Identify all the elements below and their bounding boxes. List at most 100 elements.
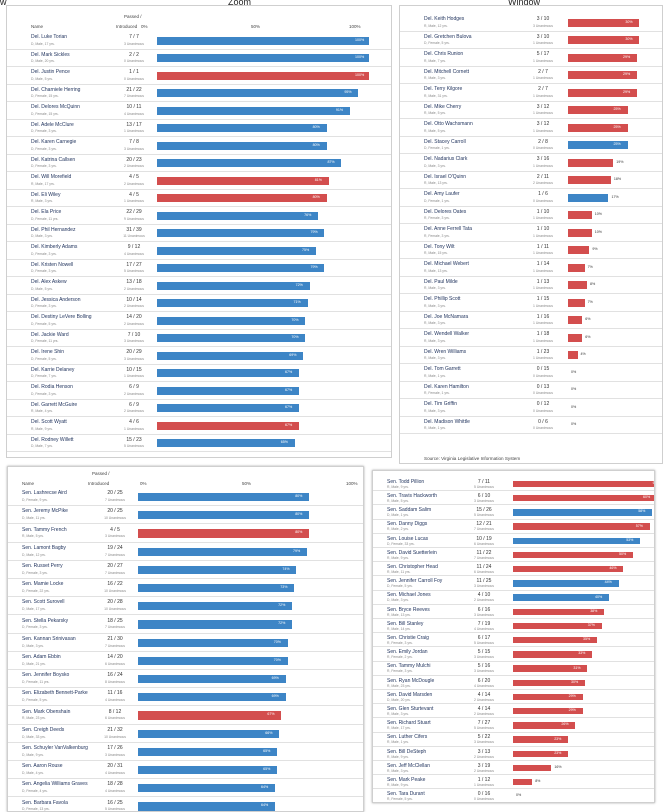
member-name[interactable]: Sen. Tammy Mulchi — [387, 663, 431, 670]
member-name[interactable]: Del. Keith Hodges — [424, 16, 465, 23]
pass-rate-label: 31% — [573, 665, 581, 670]
member-name[interactable]: Sen. Mark Peake — [387, 776, 426, 783]
member-name[interactable]: Sen. Christopher Head — [387, 563, 438, 570]
member-name[interactable]: Sen. Elizabeth Bennett-Parker — [22, 690, 88, 697]
tab-zoom[interactable]: Zoom — [228, 0, 252, 7]
member-name[interactable]: Del. Alex Askew — [31, 279, 67, 286]
member-name[interactable]: Del. Wendell Walker — [424, 331, 470, 338]
member-name[interactable]: Sen. Richard Stuart — [387, 720, 431, 727]
member-name[interactable]: Del. Nadarius Clark — [424, 156, 468, 163]
tab-window[interactable]: Window — [508, 0, 541, 7]
member-name[interactable]: Del. Destiny LeVere Bolling — [31, 314, 92, 321]
member-name[interactable]: Del. Garrett McGuire — [31, 401, 78, 408]
member-name[interactable]: Sen. Christie Craig — [387, 634, 429, 641]
member-name[interactable]: Del. Michael Webert — [424, 261, 469, 268]
member-name[interactable]: Del. Chris Runion — [424, 51, 464, 58]
member-name[interactable]: Del. Justin Pence — [31, 69, 70, 76]
member-name[interactable]: Del. Stacey Carroll — [424, 138, 466, 145]
member-name[interactable]: Sen. Jennifer Boysko — [22, 672, 70, 679]
member-name[interactable]: Sen. Creigh Deeds — [22, 726, 65, 733]
member-name[interactable]: Del. Delores McQuinn — [31, 104, 80, 111]
pass-rate-label: 30% — [625, 37, 633, 42]
member-name[interactable]: Del. Eli Wiley — [31, 191, 61, 198]
member-name[interactable]: Sen. Bill Stanley — [387, 620, 424, 627]
member-name[interactable]: Sen. Adam Ebbin — [22, 653, 61, 660]
member-name[interactable]: Sen. Luther Cifers — [387, 734, 428, 741]
member-name[interactable]: Del. Kimberly Adams — [31, 244, 78, 251]
member-name[interactable]: Sen. Stella Pekarsky — [22, 617, 69, 624]
member-name[interactable]: Del. Otto Wachsmann — [424, 121, 473, 128]
member-name[interactable]: Del. Madison Whittle — [424, 418, 470, 425]
member-name[interactable]: Del. Phil Hernandez — [31, 226, 76, 233]
member-name[interactable]: Del. Israel O'Quinn — [424, 173, 467, 180]
member-details: R, Male, 23 yrs. — [387, 683, 411, 688]
member-name[interactable]: Sen. David Suetterlein — [387, 549, 437, 556]
member-name[interactable]: Sen. Louise Lucas — [387, 535, 429, 542]
member-name[interactable]: Del. Amy Laufer — [424, 191, 460, 198]
member-name[interactable]: Del. Karen Hamilton — [424, 383, 469, 390]
member-name[interactable]: Sen. Angelia Williams Graves — [22, 781, 88, 788]
member-name[interactable]: Del. Terry Kilgore — [424, 86, 463, 93]
member-name[interactable]: Del. Adele McClure — [31, 121, 74, 128]
member-name[interactable]: Del. Charniele Herring — [31, 86, 81, 93]
member-name[interactable]: Sen. Barbara Favola — [22, 799, 68, 806]
member-name[interactable]: Sen. Bill DeSteph — [387, 748, 427, 755]
member-name[interactable]: Sen. Kannan Srinivasan — [22, 635, 76, 642]
member-name[interactable]: Del. Luke Torian — [31, 34, 68, 41]
member-name[interactable]: Sen. Mamie Locke — [22, 581, 64, 588]
member-name[interactable]: Del. Katrina Callsen — [31, 156, 76, 163]
member-name[interactable]: Del. Phillip Scott — [424, 296, 461, 303]
member-name[interactable]: Sen. Jeremy McPike — [22, 508, 68, 515]
member-name[interactable]: Del. Ela Price — [31, 209, 62, 216]
member-name[interactable]: Del. Anne Ferrell Tata — [424, 226, 472, 233]
member-name[interactable]: Del. Wren Williams — [424, 348, 467, 355]
member-name[interactable]: Sen. Mark Obenshain — [22, 708, 71, 715]
member-name[interactable]: Del. Karen Carnegie — [31, 139, 77, 146]
member-name[interactable]: Del. Delores Oates — [424, 208, 467, 215]
member-name[interactable]: Del. Gretchen Bulova — [424, 33, 472, 40]
passed-ratio: 0 / 15 — [536, 366, 550, 373]
member-name[interactable]: Del. Irene Shin — [31, 349, 65, 356]
member-name[interactable]: Sen. Jennifer Carroll Foy — [387, 578, 443, 585]
member-name[interactable]: Del. Tom Garrett — [424, 366, 461, 373]
member-name[interactable]: Sen. Russet Perry — [22, 562, 63, 569]
member-name[interactable]: Sen. Lashrecse Aird — [22, 490, 67, 497]
passed-ratio: 11 / 16 — [107, 690, 123, 697]
member-name[interactable]: Sen. Travis Hackworth — [387, 492, 438, 499]
member-name[interactable]: Sen. Ryan McDougle — [387, 677, 435, 684]
member-name[interactable]: Del. Paul Milde — [424, 278, 458, 285]
member-name[interactable]: Del. Rodney Willett — [31, 436, 74, 443]
member-name[interactable]: Del. Joe McNamara — [424, 313, 469, 320]
member-name[interactable]: Del. Mitchell Cornett — [424, 68, 470, 75]
member-name[interactable]: Del. Tim Griffin — [424, 401, 457, 408]
member-name[interactable]: Del. Karrie Delaney — [31, 366, 75, 373]
member-name[interactable]: Del. Will Morefield — [31, 174, 72, 181]
member-name[interactable]: Sen. Tammy French — [22, 526, 67, 533]
member-name[interactable]: Del. Mike Cherry — [424, 103, 462, 110]
member-name[interactable]: Sen. Schuyler VanValkenburg — [22, 744, 88, 751]
member-name[interactable]: Sen. Emily Jordan — [387, 649, 428, 656]
member-name[interactable]: Sen. Scott Surovell — [22, 599, 65, 606]
member-name[interactable]: Del. Tony Wilt — [424, 243, 455, 250]
member-name[interactable]: Sen. David Marsden — [387, 691, 433, 698]
member-name[interactable]: Sen. Jeff McClellan — [387, 762, 430, 769]
member-name[interactable]: Del. Rodia Henson — [31, 384, 73, 391]
tab-left-stub[interactable]: w — [0, 0, 7, 7]
member-name[interactable]: Sen. Michael Jones — [387, 592, 431, 599]
member-name[interactable]: Del. Mark Sickles — [31, 51, 70, 58]
member-name[interactable]: Sen. Aaron Rouse — [22, 763, 63, 770]
member-name[interactable]: Del. Kristen Nowell — [31, 261, 74, 268]
member-name[interactable]: Del. Jackie Ward — [31, 331, 69, 338]
member-name[interactable]: Del. Scott Wyatt — [31, 419, 67, 426]
member-name[interactable]: Sen. Danny Diggs — [387, 521, 428, 528]
member-name[interactable]: Sen. Glen Sturtevant — [387, 705, 434, 712]
member-name[interactable]: Sen. Bryce Reeves — [387, 606, 430, 613]
header-name: Name — [22, 481, 35, 486]
member-name[interactable]: Sen. Lamont Bagby — [22, 544, 66, 551]
member-name[interactable]: Sen. Todd Pillion — [387, 478, 425, 485]
member-name[interactable]: Sen. Saddam Salim — [387, 507, 432, 514]
member-name[interactable]: Del. Jessica Anderson — [31, 296, 81, 303]
member-name[interactable]: Sen. Tara Durant — [387, 791, 425, 798]
pass-rate-label: 0% — [516, 793, 522, 798]
pass-rate-label: 29% — [568, 694, 576, 699]
